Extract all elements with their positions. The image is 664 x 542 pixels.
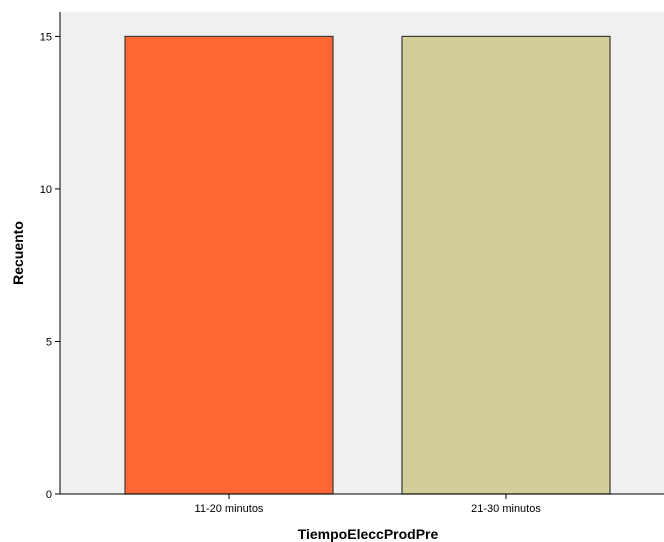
x-tick-label: 21-30 minutos xyxy=(471,503,541,515)
y-ticks-group: 0 5 10 15 xyxy=(40,31,60,501)
x-axis-title: TiempoEleccProdPre xyxy=(298,526,439,542)
y-tick-label: 15 xyxy=(40,31,52,43)
x-ticks-group: 11-20 minutos 21-30 minutos xyxy=(195,494,542,515)
bar xyxy=(125,36,333,494)
y-axis-title: Recuento xyxy=(10,221,26,285)
y-tick-label: 10 xyxy=(40,184,52,196)
y-tick-label: 0 xyxy=(46,489,52,501)
bar xyxy=(402,36,610,494)
x-tick-label: 11-20 minutos xyxy=(195,503,264,515)
y-tick-label: 5 xyxy=(46,336,52,348)
